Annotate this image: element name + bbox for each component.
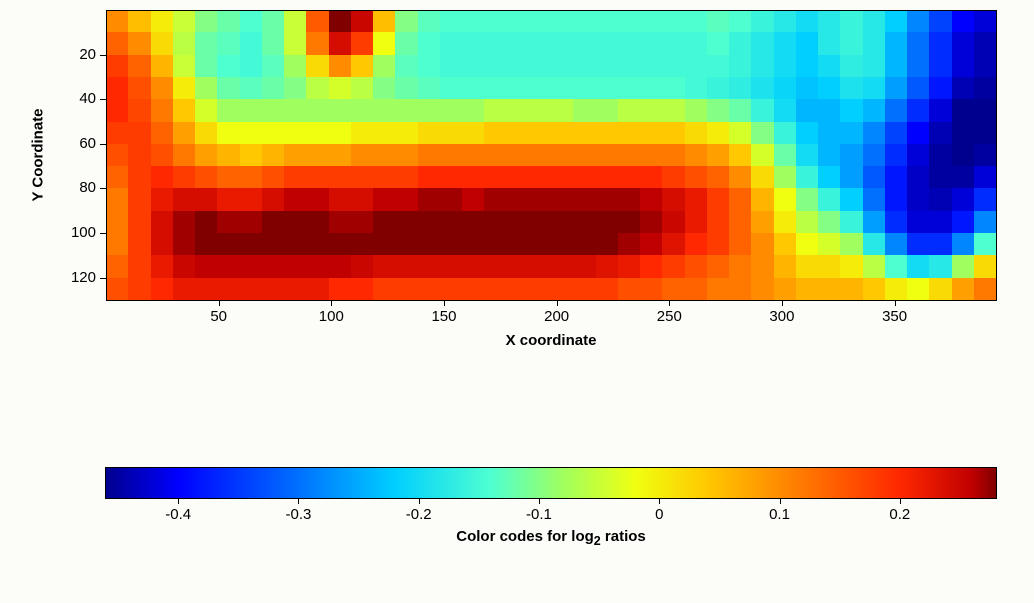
x-tick-label: 150 [431,308,456,325]
heatmap-plot [106,10,996,300]
x-tick-label: 100 [319,308,344,325]
colorbar-tick-label: -0.3 [285,506,311,523]
colorbar-tick-label: 0 [655,506,663,523]
colorbar [106,468,996,498]
x-tick-label: 50 [210,308,227,325]
y-tick-label: 80 [56,179,96,196]
colorbar-tick-label: 0.2 [889,506,910,523]
colorbar-tick-label: -0.1 [526,506,552,523]
x-tick-label: 200 [544,308,569,325]
y-tick-label: 120 [56,269,96,286]
x-tick-label: 250 [657,308,682,325]
y-axis-label: Y Coordinate [30,108,47,201]
y-tick-label: 20 [56,46,96,63]
y-tick-label: 40 [56,90,96,107]
colorbar-tick-label: 0.1 [769,506,790,523]
x-tick-label: 300 [769,308,794,325]
colorbar-tick-label: -0.4 [165,506,191,523]
x-tick-label: 350 [882,308,907,325]
y-tick-label: 100 [56,224,96,241]
colorbar-tick-label: -0.2 [406,506,432,523]
x-axis-label: X coordinate [506,332,597,349]
colorbar-label: Color codes for log2 ratios [456,528,645,548]
y-tick-label: 60 [56,135,96,152]
